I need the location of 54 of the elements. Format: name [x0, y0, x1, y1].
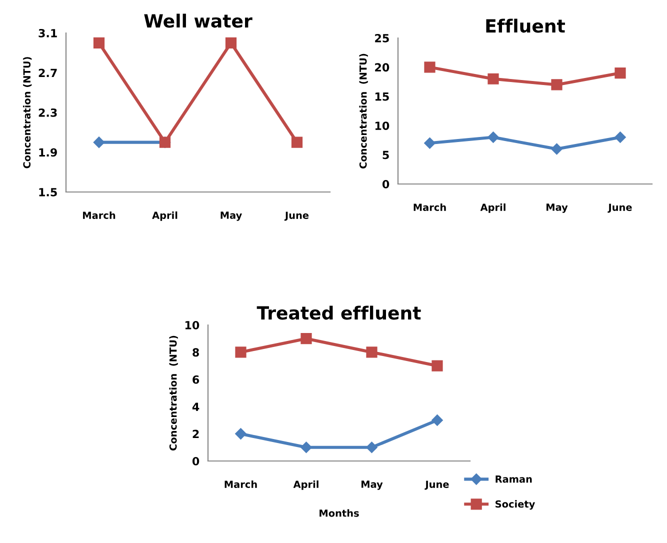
x-tick-label: April: [480, 203, 506, 213]
y-tick-label: 25: [375, 34, 389, 42]
point: [424, 62, 436, 73]
y-tick-label: 4: [192, 402, 200, 411]
legend-label: Society: [496, 500, 535, 510]
x-tick-label: June: [284, 212, 309, 221]
point: [551, 79, 562, 90]
x-tick-label: May: [220, 212, 242, 221]
point: [488, 73, 499, 84]
chart-title: Treated effluent: [256, 306, 421, 320]
point: [432, 414, 443, 426]
x-tick-label: April: [152, 211, 178, 221]
y-tick-label: 1.9: [39, 148, 57, 157]
point: [300, 333, 312, 344]
x-tick-label: May: [546, 204, 568, 213]
point: [366, 442, 378, 454]
point: [235, 428, 246, 440]
y-tick-label: 10: [185, 320, 200, 330]
y-tick-label: 6: [192, 375, 200, 384]
y-tick-label: 3.1: [38, 28, 57, 38]
legend-label: Raman: [496, 475, 532, 483]
point: [488, 132, 499, 143]
x-axis-title: Months: [320, 509, 359, 517]
x-tick-label: March: [224, 480, 257, 488]
point: [432, 360, 443, 372]
point: [300, 442, 312, 454]
y-tick-label: 8: [192, 348, 199, 357]
x-tick-label: March: [83, 211, 116, 219]
point: [366, 346, 378, 358]
x-tick-label: May: [362, 480, 383, 490]
y-axis-title: Concentration (NTU): [23, 57, 32, 168]
x-tick-label: March: [414, 203, 446, 211]
y-axis-title: Concentration (NTU): [169, 336, 178, 450]
x-tick-label: April: [293, 480, 318, 490]
point: [551, 143, 562, 155]
y-tick-label: 1.5: [39, 188, 57, 196]
y-tick-label: 2.3: [38, 108, 57, 117]
y-tick-label: 10: [375, 122, 390, 130]
point: [424, 138, 436, 149]
chart-title: Well water: [144, 14, 252, 28]
y-tick-label: 0: [192, 456, 200, 466]
y-tick-label: 5: [382, 150, 389, 160]
point: [235, 346, 246, 358]
x-tick-label: June: [608, 204, 632, 213]
point: [614, 67, 626, 79]
point: [614, 132, 626, 143]
y-tick-label: 2: [192, 430, 199, 438]
y-axis-title: Concentration (NTU): [359, 54, 368, 168]
y-tick-label: 15: [375, 92, 389, 101]
chart-title: Effluent: [486, 18, 565, 33]
y-tick-label: 0: [382, 180, 390, 188]
x-tick-label: June: [424, 480, 449, 490]
y-tick-label: 20: [375, 63, 390, 72]
y-tick-label: 2.7: [38, 68, 57, 77]
